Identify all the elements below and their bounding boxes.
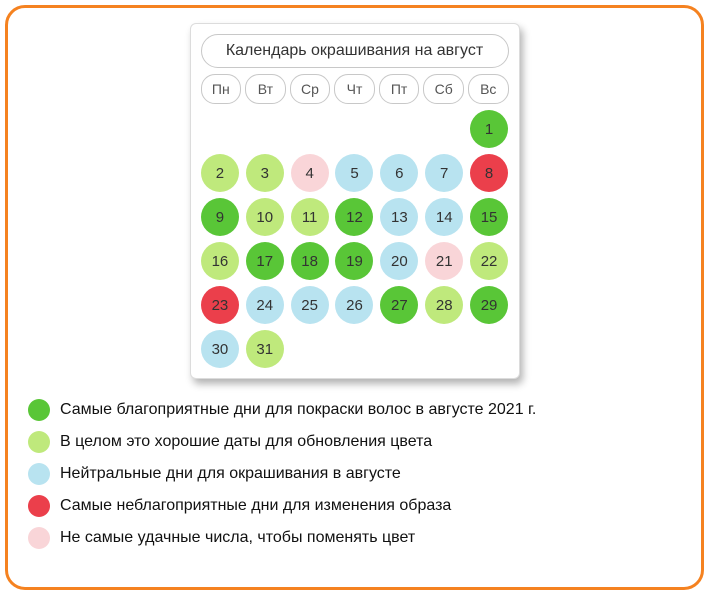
outer-frame: Календарь окрашивания на август ПнВтСрЧт… [5,5,704,590]
day-cell[interactable]: 28 [425,286,463,324]
day-cell[interactable]: 2 [201,154,239,192]
day-cell-empty [380,110,418,148]
day-cell[interactable]: 21 [425,242,463,280]
day-cell[interactable]: 6 [380,154,418,192]
day-cell-empty [335,110,373,148]
legend: Самые благоприятные дни для покраски вол… [23,399,686,549]
day-cell[interactable]: 11 [291,198,329,236]
day-cell[interactable]: 14 [425,198,463,236]
day-cell[interactable]: 10 [246,198,284,236]
legend-color-circle [28,495,50,517]
day-cell[interactable]: 26 [335,286,373,324]
day-cell[interactable]: 4 [291,154,329,192]
day-cell[interactable]: 13 [380,198,418,236]
day-cell-empty [291,110,329,148]
day-cell-empty [246,110,284,148]
calendar-title: Календарь окрашивания на август [201,34,509,68]
day-cell[interactable]: 29 [470,286,508,324]
calendar-grid: 1234567891011121314151617181920212223242… [201,110,509,368]
day-cell[interactable]: 19 [335,242,373,280]
day-cell[interactable]: 23 [201,286,239,324]
day-cell[interactable]: 5 [335,154,373,192]
day-header: Чт [334,74,375,104]
day-cell[interactable]: 30 [201,330,239,368]
legend-item: Не самые удачные числа, чтобы поменять ц… [28,527,686,549]
legend-color-circle [28,527,50,549]
day-header: Пн [201,74,242,104]
legend-item: Самые благоприятные дни для покраски вол… [28,399,686,421]
day-cell[interactable]: 31 [246,330,284,368]
legend-text: Самые благоприятные дни для покраски вол… [60,401,536,419]
legend-text: Самые неблагоприятные дни для изменения … [60,497,451,515]
legend-text: Не самые удачные числа, чтобы поменять ц… [60,529,415,547]
legend-color-circle [28,399,50,421]
day-cell[interactable]: 17 [246,242,284,280]
legend-color-circle [28,463,50,485]
day-cell[interactable]: 15 [470,198,508,236]
day-headers-row: ПнВтСрЧтПтСбВс [201,74,509,104]
day-cell[interactable]: 7 [425,154,463,192]
day-cell[interactable]: 16 [201,242,239,280]
day-header: Пт [379,74,420,104]
legend-item: Самые неблагоприятные дни для изменения … [28,495,686,517]
legend-item: В целом это хорошие даты для обновления … [28,431,686,453]
day-cell[interactable]: 24 [246,286,284,324]
day-cell[interactable]: 20 [380,242,418,280]
day-cell[interactable]: 9 [201,198,239,236]
day-cell-empty [201,110,239,148]
legend-color-circle [28,431,50,453]
day-cell[interactable]: 12 [335,198,373,236]
day-cell[interactable]: 22 [470,242,508,280]
day-cell[interactable]: 3 [246,154,284,192]
day-cell-empty [425,110,463,148]
legend-text: Нейтральные дни для окрашивания в август… [60,465,401,483]
calendar-panel: Календарь окрашивания на август ПнВтСрЧт… [190,23,520,379]
day-header: Сб [423,74,464,104]
day-cell[interactable]: 25 [291,286,329,324]
day-cell[interactable]: 8 [470,154,508,192]
day-header: Вс [468,74,509,104]
day-header: Ср [290,74,331,104]
day-cell[interactable]: 18 [291,242,329,280]
day-cell[interactable]: 1 [470,110,508,148]
day-cell[interactable]: 27 [380,286,418,324]
legend-item: Нейтральные дни для окрашивания в август… [28,463,686,485]
legend-text: В целом это хорошие даты для обновления … [60,433,432,451]
day-header: Вт [245,74,286,104]
